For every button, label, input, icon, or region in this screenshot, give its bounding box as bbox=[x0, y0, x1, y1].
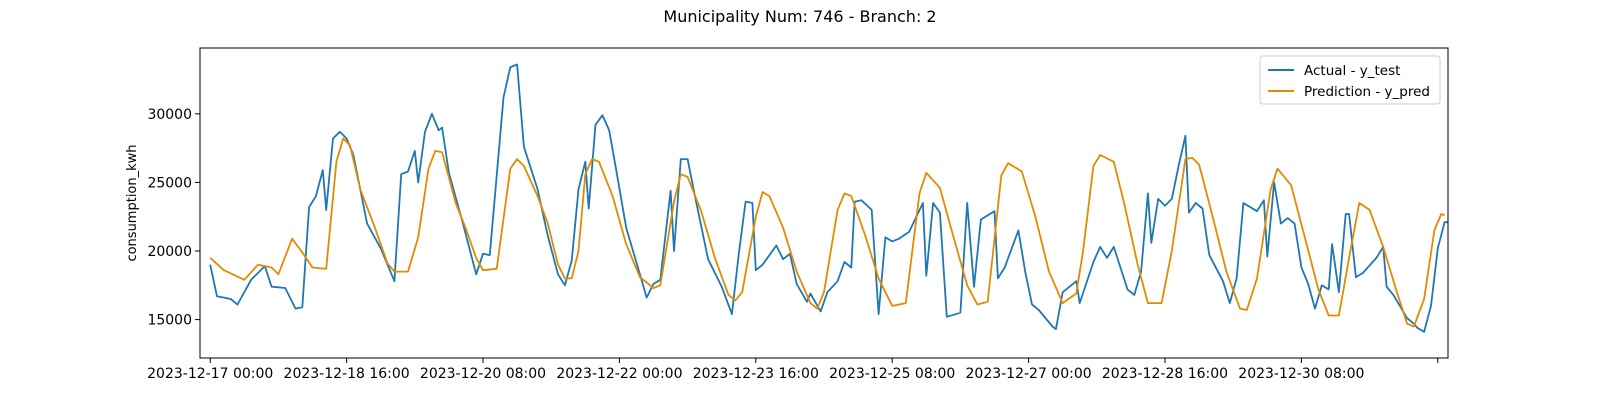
legend-entry: Prediction - y_pred bbox=[1304, 84, 1430, 100]
legend: Actual - y_test Prediction - y_pred bbox=[1259, 55, 1441, 105]
legend-entry: Actual - y_test bbox=[1304, 63, 1400, 79]
x-tick-label: 2023-12-28 16:00 bbox=[1102, 366, 1228, 382]
series-line-prediction bbox=[209, 137, 1445, 328]
y-axis-label: consumption_kwh bbox=[125, 144, 140, 261]
plot-lines bbox=[209, 63, 1448, 333]
legend-box bbox=[1259, 55, 1441, 105]
x-tick-label: 2023-12-23 16:00 bbox=[693, 366, 819, 382]
y-tick-label: 20000 bbox=[147, 244, 192, 260]
y-tick-label: 30000 bbox=[147, 107, 192, 123]
x-tick-label: 2023-12-18 16:00 bbox=[284, 366, 410, 382]
x-tick-label: 2023-12-30 08:00 bbox=[1238, 366, 1364, 382]
x-tick-label: 2023-12-17 00:00 bbox=[147, 366, 273, 382]
x-tick-label: 2023-12-22 00:00 bbox=[556, 366, 682, 382]
x-tick-label: 2023-12-25 08:00 bbox=[829, 366, 955, 382]
x-axis: 2023-12-17 00:00 2023-12-18 16:00 2023-12-… bbox=[147, 358, 1439, 382]
y-axis: 15000 20000 25000 30000 bbox=[147, 107, 200, 329]
y-tick-label: 25000 bbox=[147, 175, 192, 191]
y-tick-label: 15000 bbox=[147, 313, 192, 329]
x-tick-label: 2023-12-20 08:00 bbox=[420, 366, 546, 382]
plot-frame bbox=[199, 47, 1449, 359]
series-line-actual bbox=[209, 63, 1448, 333]
x-tick-label: 2023-12-27 00:00 bbox=[966, 366, 1092, 382]
chart-title: Municipality Num: 746 - Branch: 2 bbox=[663, 7, 936, 26]
